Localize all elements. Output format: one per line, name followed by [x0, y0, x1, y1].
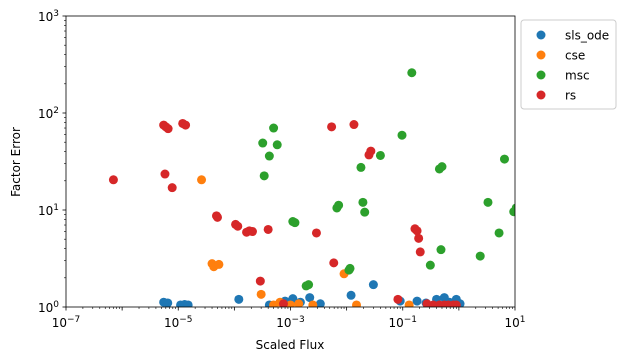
legend-frame [520, 19, 617, 110]
point-cse [286, 300, 295, 307]
point-rs [255, 276, 265, 286]
point-rs [349, 120, 359, 130]
point-rs [163, 124, 173, 134]
point-rs [247, 227, 257, 237]
legend-marker-msc [536, 70, 546, 80]
legend-marker-rs [536, 90, 546, 100]
point-msc [334, 200, 344, 210]
legend-label-rs: rs [565, 89, 576, 103]
point-msc [475, 251, 485, 261]
point-cse [214, 259, 224, 269]
y-axis-title: Factor Error [9, 127, 23, 197]
legend-label-sls-ode: sls_ode [565, 29, 609, 43]
point-msc [397, 130, 407, 140]
legend-label-msc: msc [565, 69, 590, 83]
point-cse [294, 299, 304, 307]
point-msc [375, 150, 385, 160]
point-rs [233, 221, 243, 231]
point-rs [451, 300, 461, 307]
x-tick-label: 10−5 [164, 315, 193, 330]
x-tick-label: 101 [504, 315, 525, 330]
point-msc [264, 151, 274, 161]
point-rs [414, 233, 424, 243]
point-rs [263, 224, 273, 234]
point-sls-ode [234, 294, 244, 304]
legend-label-cse: cse [565, 49, 585, 63]
point-rs [412, 226, 422, 236]
point-msc [272, 140, 282, 150]
point-cse [404, 300, 414, 307]
point-cse [352, 300, 362, 307]
point-rs [167, 183, 177, 193]
legend-marker-cse [536, 50, 546, 60]
point-msc [425, 260, 435, 270]
point-sls-ode [346, 290, 356, 300]
point-msc [483, 197, 493, 207]
point-msc [290, 218, 300, 228]
point-sls-ode [412, 296, 422, 306]
point-msc [360, 207, 370, 217]
x-tick-label: 10−7 [52, 315, 81, 330]
point-sls-ode [305, 293, 315, 303]
x-tick-label: 10−1 [388, 315, 417, 330]
point-msc [345, 263, 355, 273]
x-axis-ticks: 10−7 10−5 10−3 10−1 101 [52, 307, 526, 330]
point-msc [304, 280, 314, 290]
point-rs [415, 247, 425, 257]
point-rs [181, 120, 191, 130]
point-msc [437, 162, 447, 172]
point-sls-ode [183, 300, 193, 307]
point-msc [269, 123, 279, 133]
x-tick-label: 10−3 [276, 315, 305, 330]
point-rs [366, 146, 376, 156]
point-msc [356, 162, 366, 172]
y-tick-label: 101 [38, 203, 59, 218]
point-rs [278, 299, 288, 307]
point-msc [358, 197, 368, 207]
point-msc [511, 203, 515, 213]
points-layer [108, 68, 515, 307]
y-tick-label: 100 [38, 300, 59, 315]
point-sls-ode [368, 280, 378, 290]
point-msc [494, 228, 504, 238]
point-rs [327, 122, 337, 132]
point-msc [258, 138, 268, 148]
point-cse [197, 175, 207, 185]
x-axis-title: Scaled Flux [256, 338, 325, 352]
point-sls-ode [163, 298, 173, 307]
legend-marker-sls-ode [536, 30, 546, 40]
point-rs [311, 228, 321, 238]
point-msc [436, 245, 446, 255]
y-tick-label: 102 [38, 106, 59, 121]
point-rs [160, 169, 170, 179]
point-sls-ode [315, 299, 325, 307]
point-cse [256, 289, 266, 299]
point-rs [108, 175, 118, 185]
point-msc [407, 68, 417, 78]
point-msc [499, 154, 509, 164]
y-tick-label: 103 [38, 9, 59, 24]
point-cse [308, 300, 318, 307]
point-rs [329, 258, 339, 268]
y-axis-ticks: 100 101 102 103 [38, 9, 66, 315]
point-msc [259, 171, 269, 181]
plot-frame [65, 15, 516, 308]
point-rs [393, 294, 403, 304]
point-rs [212, 212, 222, 222]
